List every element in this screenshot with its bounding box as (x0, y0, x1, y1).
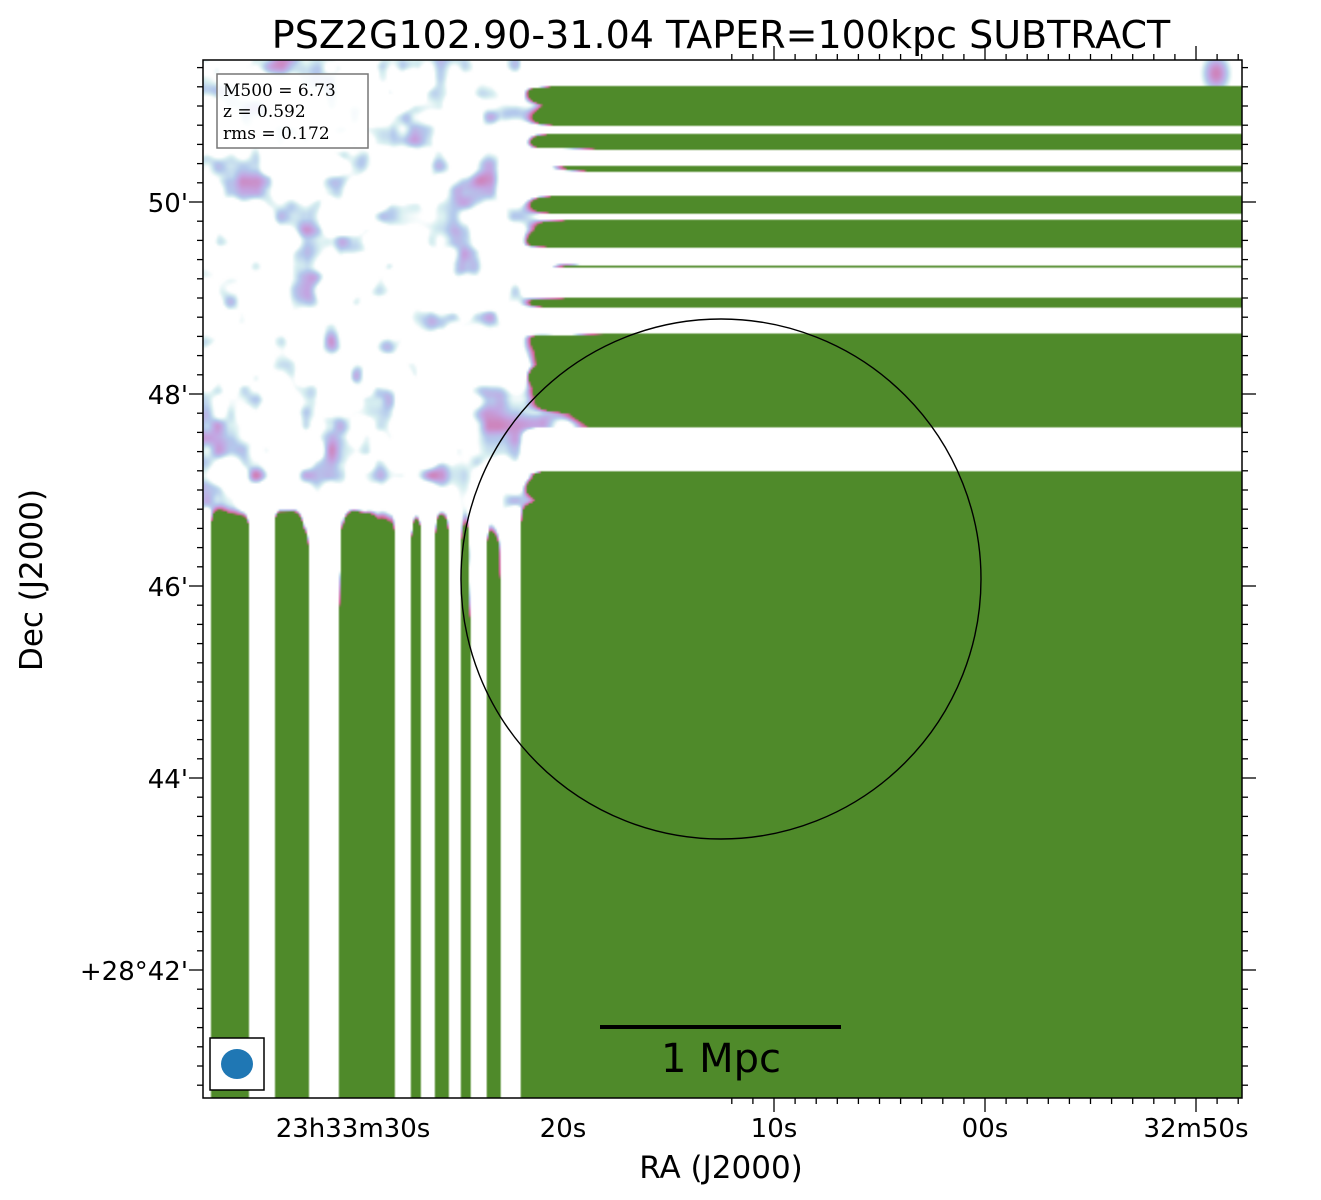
x-tick-label: 32m50s (1143, 1114, 1248, 1144)
beam-indicator (209, 1037, 265, 1091)
scale-bar: 1 Mpc (600, 1025, 841, 1082)
x-tick-label: 00s (962, 1114, 1009, 1144)
x-axis-label: RA (J2000) (639, 1150, 803, 1186)
plot-frame (202, 59, 1243, 1099)
chart-title: PSZ2G102.90-31.04 TAPER=100kpc SUBTRACT (272, 13, 1171, 57)
y-tick-label: 50' (148, 189, 188, 219)
scale-bar-label: 1 Mpc (661, 1036, 781, 1082)
x-tick-label: 23h33m30s (276, 1114, 431, 1144)
r500-circle (460, 318, 982, 840)
y-axis-label: Dec (J2000) (14, 489, 50, 671)
flux-heatmap (203, 60, 1242, 1098)
x-tick-label: 10s (751, 1114, 798, 1144)
y-tick-label: 44' (148, 765, 188, 795)
axis-ticks (189, 46, 1256, 1112)
y-tick-label: 48' (148, 381, 188, 411)
info-mass: M500 = 6.73 (223, 81, 336, 101)
info-rms: rms = 0.172 (223, 124, 330, 144)
info-redshift: z = 0.592 (223, 102, 306, 122)
plot-area (203, 60, 1242, 1098)
y-tick-label: 46' (148, 573, 188, 603)
info-box-frame (216, 73, 369, 149)
info-box: M500 = 6.73 z = 0.592 rms = 0.172 (216, 73, 369, 149)
x-tick-label: 20s (540, 1114, 587, 1144)
beam-ellipse (221, 1049, 253, 1079)
y-tick-label: +28°42' (80, 957, 188, 987)
